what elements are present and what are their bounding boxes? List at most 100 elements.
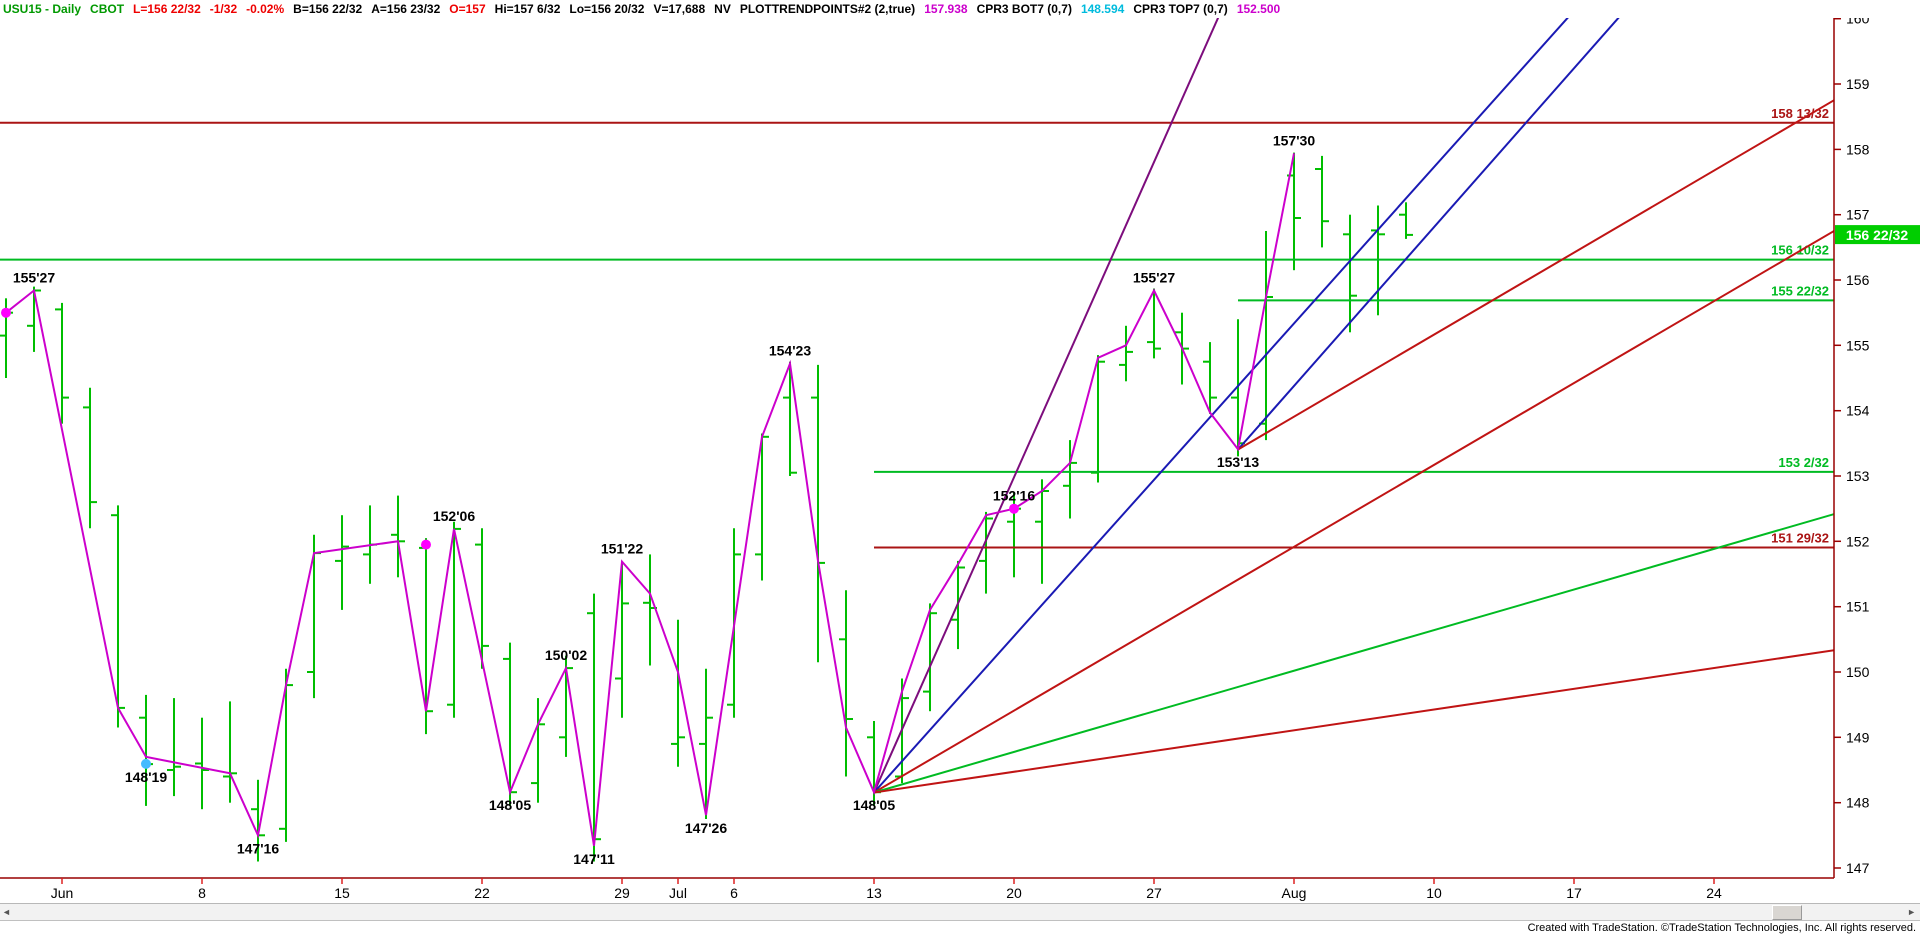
quote-segment: 157.938 [924, 2, 968, 16]
quote-segment: PLOTTRENDPOINTS#2 (2,true) [739, 2, 916, 16]
price-bar [699, 668, 713, 819]
swing-label: 155'27 [1133, 270, 1175, 286]
quote-segment: L=156 22/32 [133, 2, 201, 16]
price-bar [335, 515, 349, 610]
quote-segment: -0.02% [246, 2, 285, 16]
fan-trendline [1237, 18, 1620, 451]
y-axis-tick-label: 159 [1846, 76, 1870, 92]
current-price-badge-text: 156 22/32 [1846, 227, 1908, 243]
trend-dot [1, 307, 11, 318]
y-axis-tick-label: 151 [1846, 599, 1870, 615]
trend-dot [141, 758, 151, 769]
price-bar [755, 433, 769, 581]
trendpoints-line [5, 153, 1295, 846]
level-label: 153 2/32 [1778, 455, 1829, 470]
x-axis-tick-label: 20 [1006, 885, 1022, 901]
level-label: 158 13/32 [1771, 106, 1829, 121]
y-axis-tick-label: 155 [1846, 337, 1870, 353]
price-bar [923, 603, 937, 712]
fan-trendline [1237, 99, 1834, 451]
scrollbar-left-arrow-icon[interactable]: ◄ [2, 907, 11, 917]
quote-segment: CPR3 TOP7 (0,7) [1133, 2, 1228, 16]
price-bar [139, 694, 153, 806]
x-axis-tick-label: 22 [474, 885, 490, 901]
fan-trendlines [873, 18, 1834, 794]
status-bar: Created with TradeStation. ©TradeStation… [0, 920, 1920, 934]
x-axis-tick-label: 27 [1146, 885, 1162, 901]
swing-label: 153'13 [1217, 454, 1259, 470]
swing-label: 147'26 [685, 820, 727, 836]
x-axis-tick-label: 17 [1566, 885, 1582, 901]
y-axis-tick-label: 150 [1846, 664, 1870, 680]
price-bar [27, 286, 41, 352]
price-bar [671, 619, 685, 767]
swing-label: 148'05 [489, 797, 531, 813]
y-axis-tick-label: 147 [1846, 860, 1870, 876]
price-bar [615, 561, 629, 718]
price-bar [111, 505, 125, 728]
scrollbar-thumb[interactable] [1772, 905, 1802, 920]
trend-dot [1009, 503, 1019, 514]
price-bar [1231, 319, 1245, 457]
x-axis-tick-label: Aug [1282, 885, 1307, 901]
price-bar [1119, 325, 1133, 382]
price-bar [1063, 440, 1077, 519]
trend-dot [421, 539, 431, 550]
price-bar [307, 534, 321, 699]
quote-segment: USU15 - Daily [3, 2, 82, 16]
price-bar [1315, 155, 1329, 248]
quote-segment: O=157 [449, 2, 486, 16]
swing-label: 147'11 [573, 851, 615, 867]
price-bar [1399, 202, 1413, 239]
fan-trendline [873, 18, 1569, 794]
swing-label: 152'16 [993, 488, 1035, 504]
price-bar [251, 779, 265, 862]
quote-segment: B=156 22/32 [293, 2, 363, 16]
x-axis-tick-label: 24 [1706, 885, 1722, 901]
price-bar [83, 387, 97, 529]
price-bar [839, 590, 853, 777]
swing-label: 155'27 [13, 270, 55, 286]
price-bar [1147, 288, 1161, 359]
price-bar [1343, 214, 1357, 333]
scrollbar-right-arrow-icon[interactable]: ► [1907, 907, 1916, 917]
price-bar [811, 364, 825, 663]
quote-segment: CBOT [90, 2, 125, 16]
x-axis-tick-label: 8 [198, 885, 206, 901]
quote-segment: -1/32 [209, 2, 238, 16]
quote-segment: V=17,688 [653, 2, 706, 16]
price-bar [1259, 231, 1273, 441]
quote-segment: 152.500 [1236, 2, 1281, 16]
price-bar [531, 698, 545, 803]
y-axis-tick-label: 152 [1846, 533, 1870, 549]
price-bar [447, 521, 461, 718]
quote-segment: NV [714, 2, 731, 16]
y-axis-tick-label: 158 [1846, 141, 1870, 157]
price-bar [979, 511, 993, 594]
quote-segment: 148.594 [1080, 2, 1125, 16]
quote-segment: CPR3 BOT7 (0,7) [976, 2, 1072, 16]
price-bar [1203, 342, 1217, 414]
y-axis-tick-label: 157 [1846, 207, 1870, 223]
price-bar [783, 361, 797, 476]
y-axis-tick-label: 153 [1846, 468, 1870, 484]
y-axis-tick-label: 149 [1846, 729, 1870, 745]
swing-labels: 155'27 148'19 147'16 152'06 148'05 150'02 147'… [13, 132, 1315, 867]
current-price-badge [1835, 225, 1920, 245]
swing-label: 148'19 [125, 769, 167, 785]
level-label: 155 22/32 [1771, 283, 1829, 298]
price-bar [279, 668, 293, 842]
x-axis-tick-label: Jun [51, 885, 74, 901]
x-axis-tick-label: 6 [730, 885, 738, 901]
x-axis-tick-label: 29 [614, 885, 630, 901]
quote-bar: USU15 - Daily CBOT L=156 22/32 -1/32 -0.02% B… [0, 0, 1920, 18]
trend-dots [1, 307, 1019, 769]
x-axis-tick-label: Jul [669, 885, 687, 901]
fan-trendline [873, 229, 1834, 794]
horizontal-scrollbar[interactable]: ◄ ► [0, 903, 1920, 920]
y-axis-tick-label: 160 [1846, 18, 1870, 27]
fan-trendline [873, 649, 1834, 794]
